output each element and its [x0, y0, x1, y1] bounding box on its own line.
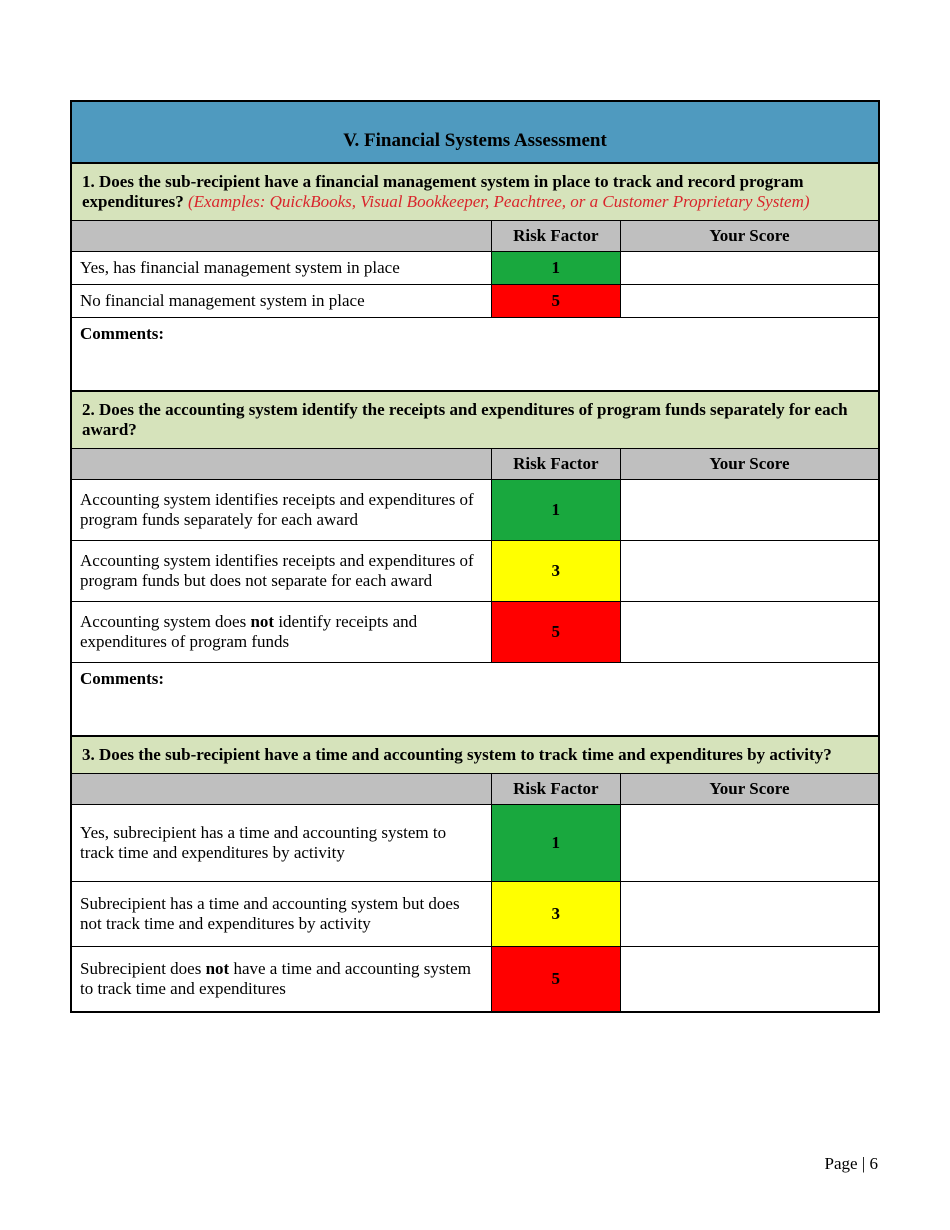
option-text: Subrecipient does not have a time and ac… — [71, 947, 491, 1013]
question-body: Does the sub-recipient have a time and a… — [99, 745, 832, 764]
option-text-pre: Accounting system does — [80, 612, 250, 631]
risk-factor-cell: 3 — [491, 541, 620, 602]
col-header-risk: Risk Factor — [491, 449, 620, 480]
question-text: 1. Does the sub-recipient have a financi… — [71, 163, 879, 221]
option-row: Accounting system does not identify rece… — [71, 602, 879, 663]
score-input-cell[interactable] — [620, 602, 879, 663]
option-row: Subrecipient does not have a time and ac… — [71, 947, 879, 1013]
risk-factor-cell: 1 — [491, 805, 620, 882]
section-title: V. Financial Systems Assessment — [71, 101, 879, 163]
risk-factor-cell: 5 — [491, 285, 620, 318]
risk-factor-cell: 3 — [491, 882, 620, 947]
option-row: Yes, subrecipient has a time and account… — [71, 805, 879, 882]
column-header-row: Risk Factor Your Score — [71, 449, 879, 480]
col-header-score: Your Score — [620, 774, 879, 805]
option-text: Accounting system identifies receipts an… — [71, 480, 491, 541]
comments-row: Comments: — [71, 663, 879, 737]
comments-row: Comments: — [71, 318, 879, 392]
score-input-cell[interactable] — [620, 541, 879, 602]
page-footer: Page | 6 — [825, 1154, 878, 1174]
risk-factor-cell: 5 — [491, 947, 620, 1013]
question-row: 2. Does the accounting system identify t… — [71, 391, 879, 449]
question-text: 2. Does the accounting system identify t… — [71, 391, 879, 449]
option-text: Yes, has financial management system in … — [71, 252, 491, 285]
question-examples: (Examples: QuickBooks, Visual Bookkeeper… — [188, 192, 810, 211]
comments-label[interactable]: Comments: — [71, 663, 879, 737]
option-text: Accounting system identifies receipts an… — [71, 541, 491, 602]
option-row: Accounting system identifies receipts an… — [71, 541, 879, 602]
option-text: Yes, subrecipient has a time and account… — [71, 805, 491, 882]
question-number: 2. — [82, 400, 95, 419]
col-header-option — [71, 774, 491, 805]
page-container: V. Financial Systems Assessment 1. Does … — [0, 0, 950, 1013]
risk-factor-cell: 1 — [491, 252, 620, 285]
score-input-cell[interactable] — [620, 480, 879, 541]
option-text: No financial management system in place — [71, 285, 491, 318]
col-header-risk: Risk Factor — [491, 221, 620, 252]
option-row: Accounting system identifies receipts an… — [71, 480, 879, 541]
option-row: No financial management system in place … — [71, 285, 879, 318]
score-input-cell[interactable] — [620, 285, 879, 318]
question-text: 3. Does the sub-recipient have a time an… — [71, 736, 879, 774]
col-header-option — [71, 221, 491, 252]
col-header-score: Your Score — [620, 221, 879, 252]
question-row: 3. Does the sub-recipient have a time an… — [71, 736, 879, 774]
option-text: Subrecipient has a time and accounting s… — [71, 882, 491, 947]
option-text-bold: not — [250, 612, 274, 631]
option-text-bold: not — [206, 959, 230, 978]
risk-factor-cell: 1 — [491, 480, 620, 541]
comments-label[interactable]: Comments: — [71, 318, 879, 392]
score-input-cell[interactable] — [620, 805, 879, 882]
score-input-cell[interactable] — [620, 882, 879, 947]
option-row: Yes, has financial management system in … — [71, 252, 879, 285]
question-row: 1. Does the sub-recipient have a financi… — [71, 163, 879, 221]
option-text: Accounting system does not identify rece… — [71, 602, 491, 663]
risk-factor-cell: 5 — [491, 602, 620, 663]
option-text-pre: Subrecipient does — [80, 959, 206, 978]
col-header-score: Your Score — [620, 449, 879, 480]
score-input-cell[interactable] — [620, 947, 879, 1013]
section-title-row: V. Financial Systems Assessment — [71, 101, 879, 163]
question-number: 3. — [82, 745, 95, 764]
column-header-row: Risk Factor Your Score — [71, 221, 879, 252]
question-body: Does the accounting system identify the … — [82, 400, 848, 439]
score-input-cell[interactable] — [620, 252, 879, 285]
question-number: 1. — [82, 172, 95, 191]
col-header-option — [71, 449, 491, 480]
assessment-table: V. Financial Systems Assessment 1. Does … — [70, 100, 880, 1013]
option-row: Subrecipient has a time and accounting s… — [71, 882, 879, 947]
column-header-row: Risk Factor Your Score — [71, 774, 879, 805]
col-header-risk: Risk Factor — [491, 774, 620, 805]
